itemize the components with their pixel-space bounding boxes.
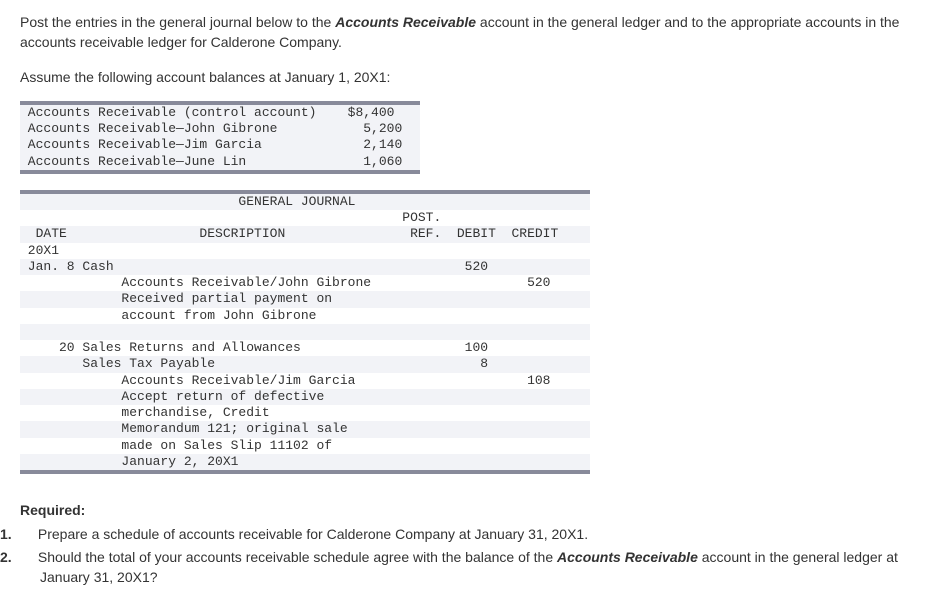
journal-line: Memorandum 121; original sale xyxy=(20,421,590,437)
req2-emphasis: Accounts Receivable xyxy=(557,549,698,565)
journal-line: Sales Tax Payable 8 xyxy=(20,356,590,372)
required-title: Required: xyxy=(20,500,924,520)
intro-paragraph: Post the entries in the general journal … xyxy=(20,12,924,53)
general-journal: GENERAL JOURNAL POST. DATE DESCRIPTION R… xyxy=(20,190,590,474)
journal-head2: DATE DESCRIPTION REF. DEBIT CREDIT xyxy=(20,226,590,242)
balances-row: Accounts Receivable (control account) $8… xyxy=(20,105,420,170)
journal-title: GENERAL JOURNAL xyxy=(20,194,590,210)
journal-rule-bottom xyxy=(20,470,590,474)
journal-line: Accept return of defective xyxy=(20,389,590,405)
rule-bottom xyxy=(20,170,420,174)
requirement-2: 2. Should the total of your accounts rec… xyxy=(20,547,924,588)
intro-emphasis: Accounts Receivable xyxy=(335,14,476,30)
intro-before: Post the entries in the general journal … xyxy=(20,14,335,30)
journal-line: Accounts Receivable/Jim Garcia 108 xyxy=(20,373,590,389)
journal-line: Received partial payment on xyxy=(20,291,590,307)
journal-line: account from John Gibrone xyxy=(20,308,590,324)
assume-line: Assume the following account balances at… xyxy=(20,67,924,87)
journal-line: 20 Sales Returns and Allowances 100 xyxy=(20,340,590,356)
journal-head1: POST. xyxy=(20,210,590,226)
req1-text: Prepare a schedule of accounts receivabl… xyxy=(34,526,588,542)
required-section: Required: 1. Prepare a schedule of accou… xyxy=(20,500,924,587)
journal-line: Jan. 8 Cash 520 xyxy=(20,259,590,275)
journal-line: Accounts Receivable/John Gibrone 520 xyxy=(20,275,590,291)
journal-line: January 2, 20X1 xyxy=(20,454,590,470)
journal-blank xyxy=(20,324,590,340)
req1-number: 1. xyxy=(20,524,34,544)
journal-year: 20X1 xyxy=(20,243,590,259)
journal-line: merchandise, Credit xyxy=(20,405,590,421)
requirement-1: 1. Prepare a schedule of accounts receiv… xyxy=(20,524,924,544)
req2-number: 2. xyxy=(20,547,34,567)
balances-table: Accounts Receivable (control account) $8… xyxy=(20,101,420,174)
req2-before: Should the total of your accounts receiv… xyxy=(34,549,557,565)
journal-line: made on Sales Slip 11102 of xyxy=(20,438,590,454)
